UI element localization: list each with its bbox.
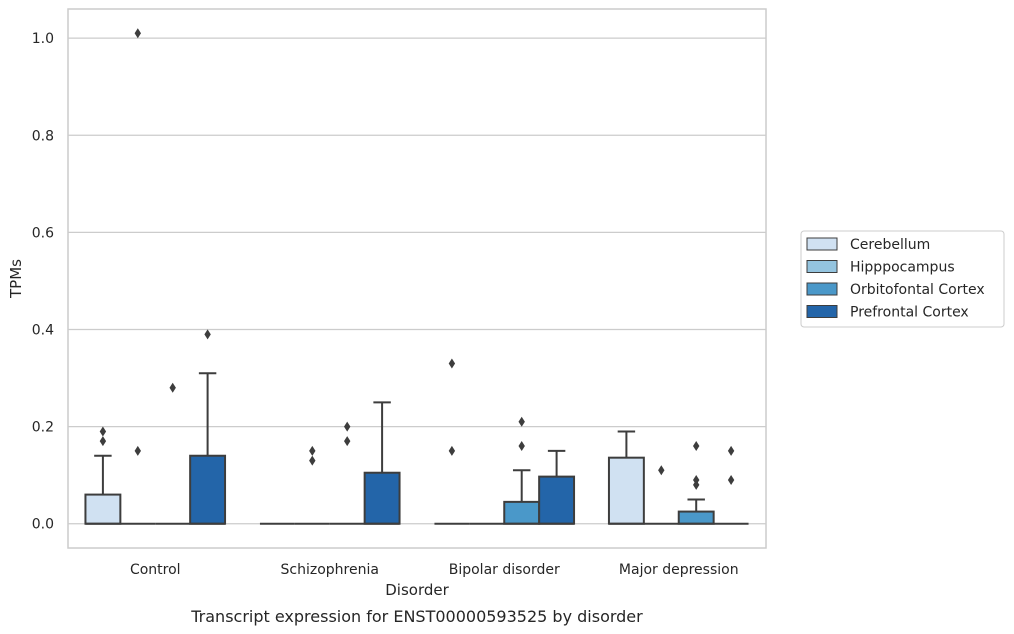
plot-frame [67, 8, 767, 549]
x-tick-labels: Control Schizophrenia Bipolar disorder Majo… [130, 562, 739, 578]
outlier-point [344, 421, 351, 432]
outlier-point [204, 329, 211, 340]
legend-frame [800, 230, 1005, 328]
chart-caption: Transcript expression for ENST0000059352… [190, 607, 643, 626]
outlier-point [727, 475, 735, 486]
box [503, 500, 541, 525]
box-group [329, 421, 365, 525]
outlier-point [99, 426, 107, 437]
box [189, 454, 227, 525]
box [677, 510, 715, 525]
legend-swatch [806, 305, 838, 318]
box-group [643, 465, 679, 525]
y-tick-labels: 0.0 0.2 0.4 0.6 0.8 1.0 [32, 31, 54, 533]
box [363, 471, 401, 525]
legend-items: Cerebellum Hipppocampus Orbitofontal Corte… [806, 237, 985, 321]
outlier-point [309, 455, 316, 466]
y-tick-label: 0.0 [32, 517, 54, 533]
box-group [155, 382, 191, 525]
y-tick-label: 0.6 [32, 225, 54, 241]
box [84, 493, 122, 525]
box-group [294, 445, 330, 525]
box [538, 475, 576, 525]
x-axis-label: Disorder [385, 581, 449, 599]
box-group [503, 416, 541, 525]
outlier-point [693, 441, 700, 452]
box-group [434, 358, 470, 525]
box-group [189, 329, 227, 525]
legend-label: Hipppocampus [850, 260, 955, 276]
outlier-point [727, 445, 735, 456]
legend-swatch [806, 282, 838, 296]
outlier-point [309, 445, 316, 456]
outlier-point [134, 445, 141, 456]
box-group [84, 426, 122, 525]
x-tick-label: Schizophrenia [281, 562, 379, 578]
box [607, 456, 645, 525]
y-tick-label: 0.2 [32, 420, 54, 436]
outlier-point [169, 382, 176, 393]
outlier-point [99, 436, 107, 447]
outlier-point [693, 475, 700, 486]
outlier-point [448, 445, 456, 456]
y-tick-label: 0.8 [32, 128, 54, 144]
y-axis-label: TPMs [7, 259, 25, 299]
legend: Cerebellum Hipppocampus Orbitofontal Corte… [800, 230, 1005, 328]
x-tick-label: Control [130, 562, 181, 578]
legend-label: Cerebellum [850, 237, 930, 253]
box-group [538, 449, 576, 525]
legend-swatch [806, 237, 838, 251]
box-group [677, 441, 715, 525]
box-group [363, 401, 401, 525]
outlier-point [448, 358, 456, 369]
outlier-point [518, 416, 525, 427]
y-tick-label: 1.0 [32, 31, 54, 47]
box-group [607, 430, 645, 525]
outlier-point [134, 28, 141, 39]
legend-label: Prefrontal Cortex [850, 305, 969, 321]
y-tick-label: 0.4 [32, 322, 54, 338]
x-tick-label: Bipolar disorder [449, 562, 560, 578]
boxes [84, 28, 749, 525]
x-tick-label: Major depression [619, 562, 739, 578]
outlier-point [344, 436, 351, 447]
outlier-point [518, 441, 525, 452]
outlier-point [658, 465, 665, 476]
box-group [120, 28, 156, 525]
box-group [713, 445, 749, 525]
legend-label: Orbitofontal Cortex [850, 282, 985, 298]
legend-swatch [806, 260, 838, 273]
